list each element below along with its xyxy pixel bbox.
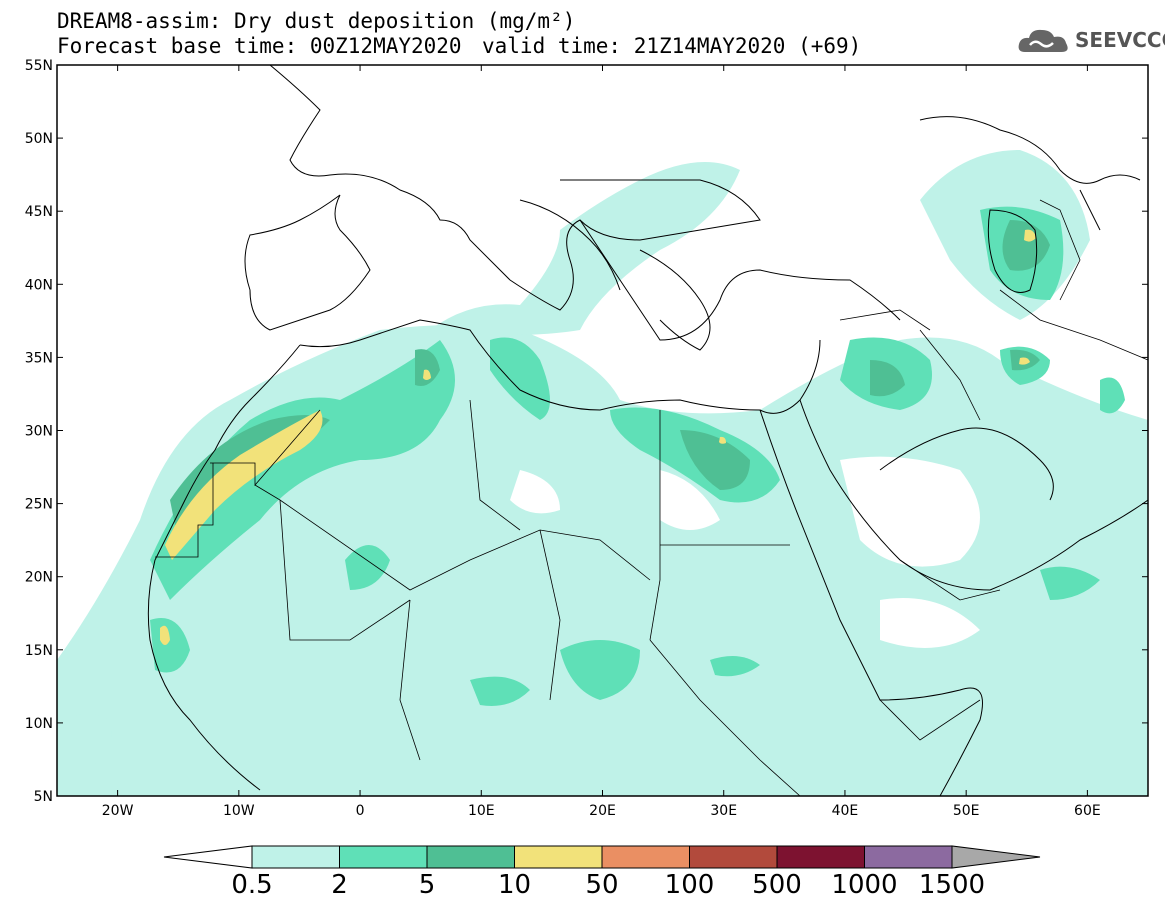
- logo-text: SEEVCCC: [1075, 28, 1165, 52]
- lat-tick-label: 10N: [25, 716, 53, 732]
- colorbar-over-triangle: [951, 845, 1041, 869]
- lat-tick-label: 50N: [25, 131, 53, 147]
- valid-time: valid time: 21Z14MAY2020 (+69): [482, 34, 862, 58]
- lat-tick-label: 15N: [25, 643, 53, 659]
- lat-tick-label: 5N: [34, 789, 53, 805]
- lat-tick-label: 20N: [25, 570, 53, 586]
- borders: [155, 199, 1148, 796]
- cloud-logo-icon: [1018, 29, 1068, 52]
- colorbar-label: 0.5: [231, 870, 272, 900]
- colorbar-label: 5: [419, 870, 436, 900]
- colorbar-label: 2: [331, 870, 348, 900]
- map-title: DREAM8-assim: Dry dust deposition (mg/m²…: [57, 9, 576, 33]
- colorbar-under-triangle: [163, 845, 253, 869]
- lon-tick-label: 50E: [953, 803, 980, 819]
- colorbar-label: 50: [585, 870, 618, 900]
- latitude-axis: 55N 50N 45N 40N 35N 30N 25N 20N 15N 10N 5N: [25, 58, 1148, 805]
- colorbar-label: 500: [752, 870, 802, 900]
- colorbar-label: 1500: [919, 870, 985, 900]
- seevccc-logo: SEEVCCC: [1017, 24, 1165, 58]
- lat-tick-label: 30N: [25, 424, 53, 440]
- colorbar-segment: [689, 845, 778, 869]
- colorbar-segment: [514, 845, 603, 869]
- lon-tick-label: 20E: [589, 803, 616, 819]
- colorbar-label: 10: [498, 870, 531, 900]
- dust-level-10: [160, 229, 1036, 645]
- lat-tick-label: 45N: [25, 204, 53, 220]
- lon-tick-label: 10W: [223, 803, 255, 819]
- lon-tick-label: 40E: [832, 803, 859, 819]
- lon-tick-label: 60E: [1074, 803, 1101, 819]
- longitude-axis: 20W 10W 0 10E 20E 30E 40E 50E 60E: [102, 65, 1101, 819]
- lon-tick-label: 20W: [102, 803, 134, 819]
- dust-fields: [57, 150, 1148, 796]
- lon-tick-label: 0: [356, 803, 365, 819]
- clear-areas: [510, 456, 980, 648]
- colorbar-segment: [426, 845, 515, 869]
- colorbar-segment: [864, 845, 953, 869]
- colorbar-label: 1000: [831, 870, 897, 900]
- colorbar-label: 100: [665, 870, 715, 900]
- forecast-base-time: Forecast base time: 00Z12MAY2020: [57, 34, 462, 58]
- colorbar-segment: [776, 845, 865, 869]
- lon-tick-label: 30E: [710, 803, 737, 819]
- lat-tick-label: 35N: [25, 350, 53, 366]
- colorbar: 0.5 2 5 10 50 100 500 1000 1500: [163, 845, 1041, 900]
- colorbar-segment: [251, 845, 340, 869]
- colorbar-segment: [601, 845, 690, 869]
- lat-tick-label: 55N: [25, 58, 53, 74]
- lat-tick-label: 25N: [25, 497, 53, 513]
- colorbar-segment: [339, 845, 428, 869]
- coastlines: [147, 65, 1148, 796]
- lon-tick-label: 10E: [468, 803, 495, 819]
- lat-tick-label: 40N: [25, 277, 53, 293]
